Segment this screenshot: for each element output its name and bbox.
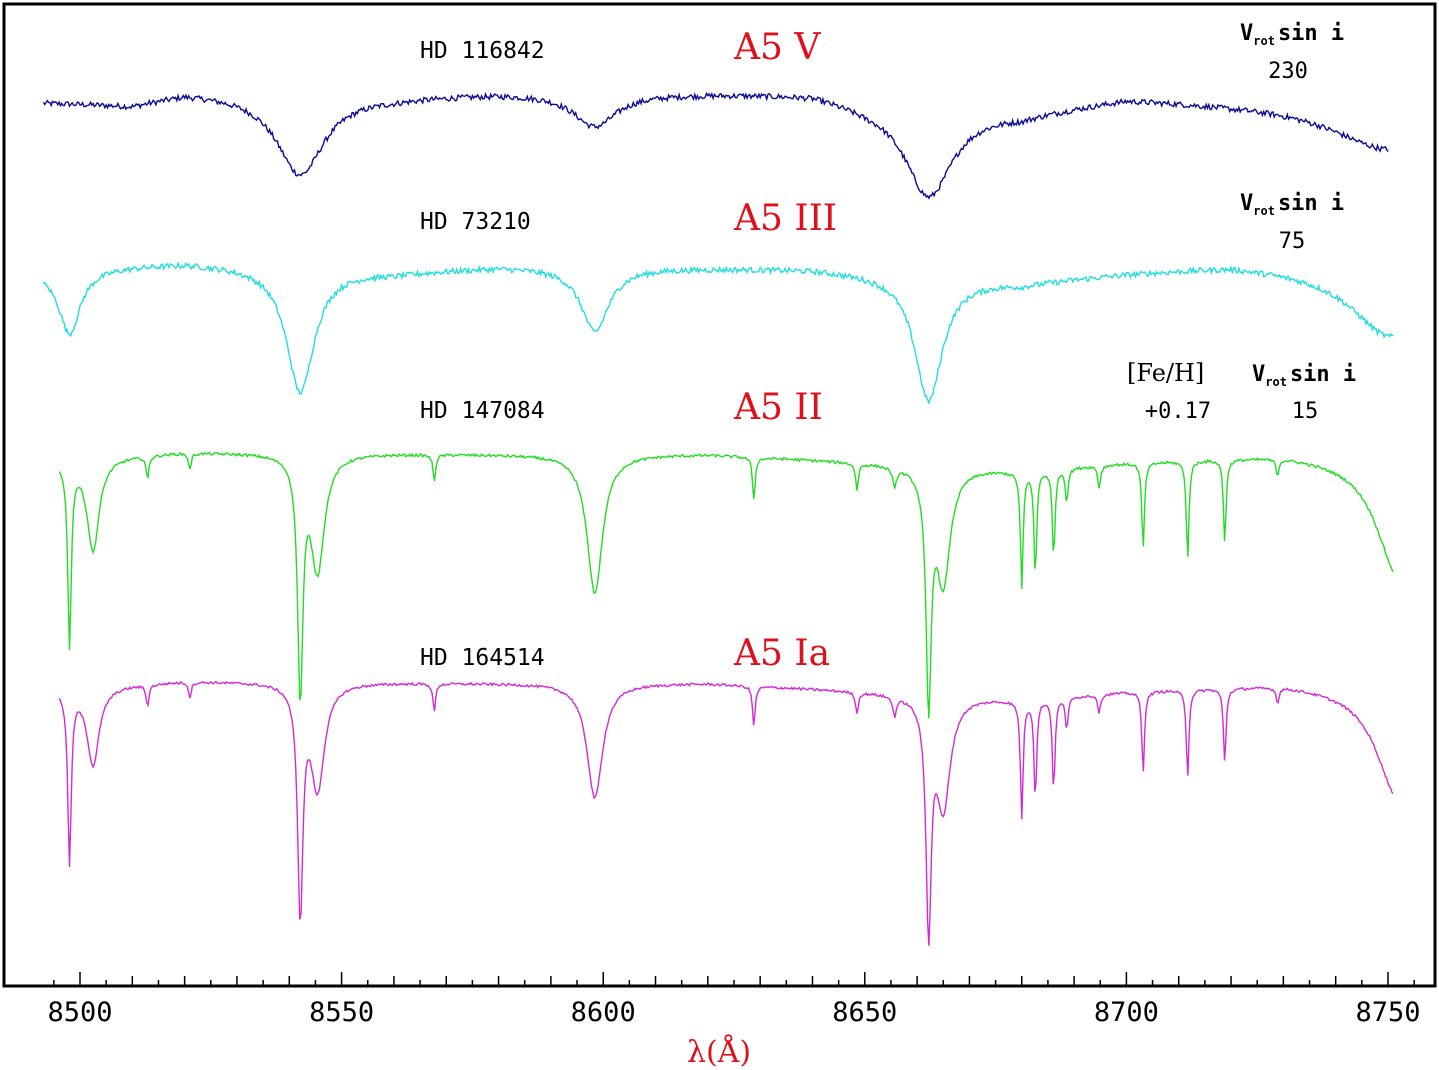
star-name-2: HD 73210	[420, 209, 531, 235]
vrot-value-1: 230	[1268, 59, 1308, 84]
feh-value: +0.17	[1145, 399, 1211, 424]
x-tick-label: 8750	[1355, 997, 1420, 1028]
vrot-value-2: 75	[1279, 229, 1306, 254]
x-axis: 8500 8550 8600 8650 8700 8750	[47, 972, 1421, 1028]
spectral-type-1: A5 V	[733, 27, 821, 68]
spectrum-line-1	[42, 91, 1389, 200]
spectral-type-4: A5 Ia	[733, 633, 830, 674]
vrot-value-3: 15	[1292, 399, 1319, 424]
x-tick-label: 8650	[832, 997, 897, 1028]
spectral-type-2: A5 III	[733, 198, 837, 239]
spectrum-line-4	[58, 680, 1394, 946]
star-name-3: HD 147084	[420, 398, 545, 424]
spectrum-line-3	[58, 451, 1394, 719]
spectra-series	[42, 91, 1394, 946]
feh-label: [Fe/H]	[1127, 359, 1204, 387]
x-tick-label: 8700	[1094, 997, 1159, 1028]
star-name-4: HD 164514	[420, 645, 545, 671]
spectral-type-3: A5 II	[733, 387, 823, 428]
vrot-label-2: Vrot sin i	[1240, 191, 1344, 218]
plot-frame	[2, 2, 1437, 988]
spectrum-line-2	[43, 261, 1394, 405]
x-axis-label: λ(Å)	[687, 1034, 751, 1070]
x-tick-label: 8550	[309, 997, 374, 1028]
x-tick-label: 8600	[571, 997, 636, 1028]
vrot-label-3: Vrot sin i	[1252, 362, 1356, 389]
x-tick-label: 8500	[47, 997, 112, 1028]
vrot-label-1: Vrot sin i	[1240, 21, 1344, 48]
star-name-1: HD 116842	[420, 38, 545, 64]
